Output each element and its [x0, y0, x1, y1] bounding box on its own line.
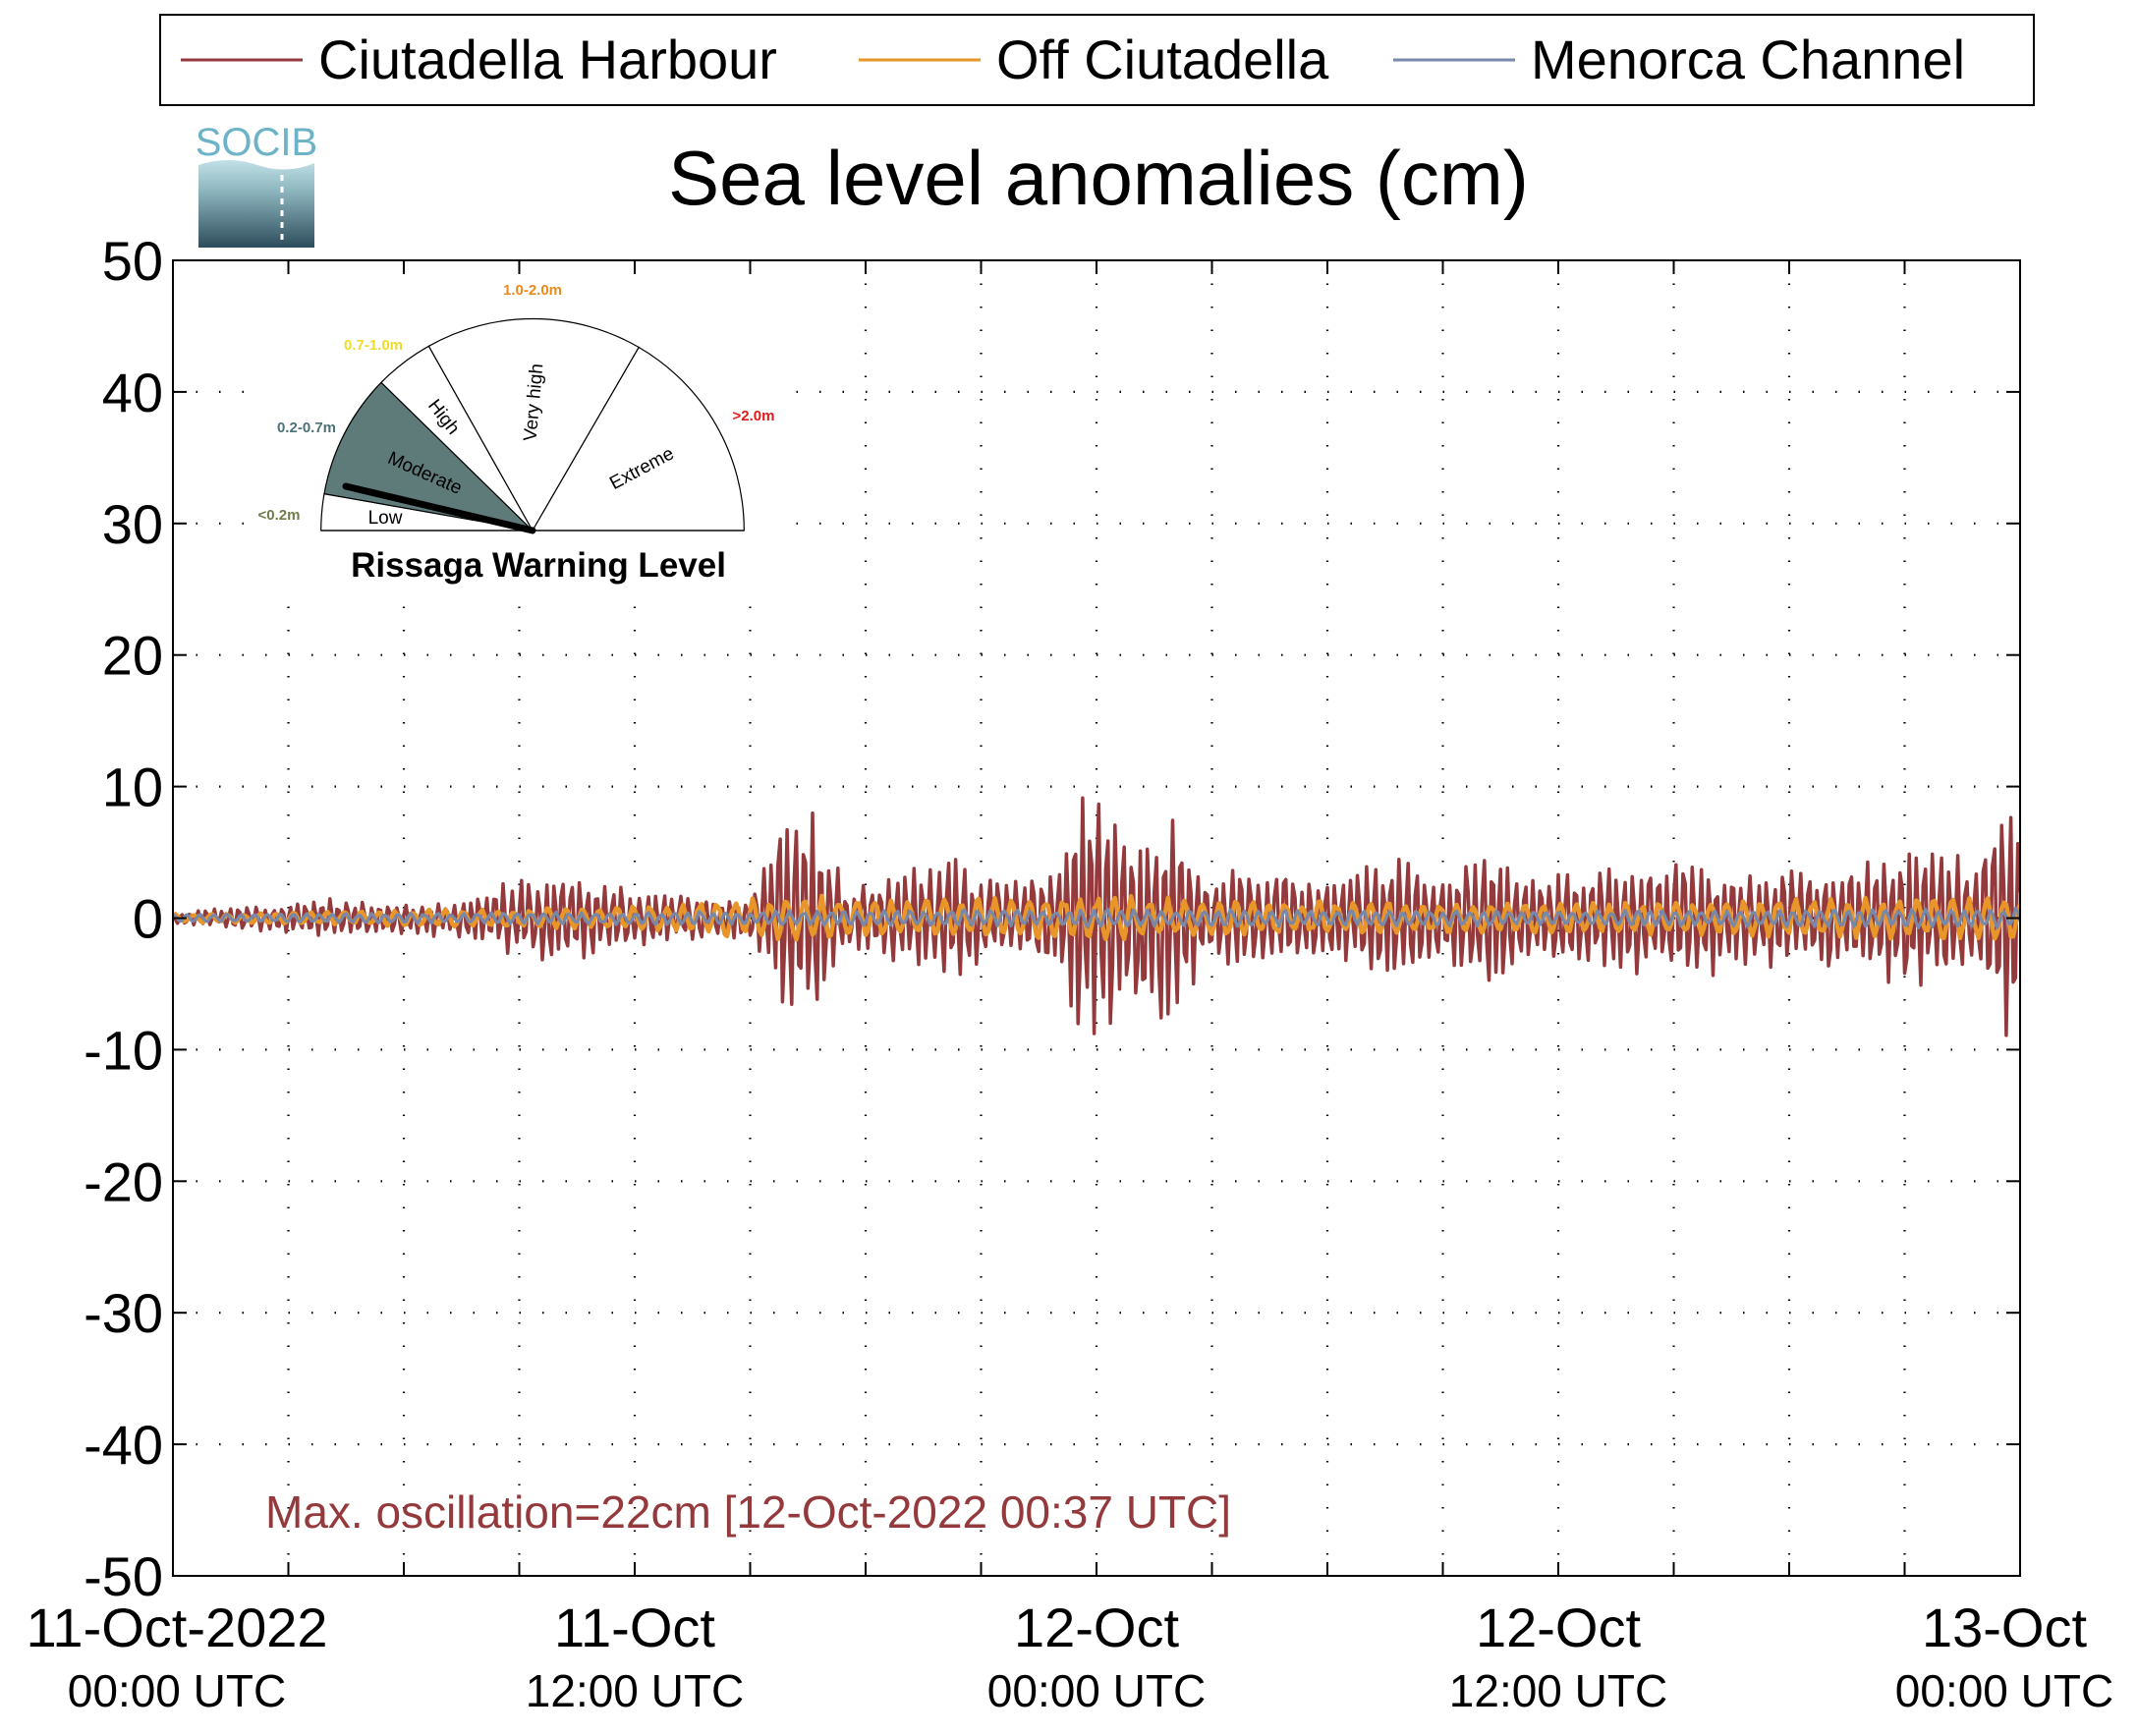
legend-box [159, 14, 2035, 106]
y-tick-label: 20 [102, 625, 163, 687]
x-tick-label-time: 00:00 UTC [987, 1665, 1206, 1716]
gauge-range-extreme: >2.0m [733, 408, 775, 424]
y-tick-label: -40 [84, 1414, 163, 1476]
series-line-off-ciutadella [173, 893, 2020, 942]
gauge-sector-very-high [427, 317, 641, 532]
gauge-needle [342, 482, 536, 534]
series-line-menorca-channel [173, 906, 2020, 930]
x-tick-label-date: 12-Oct [1014, 1596, 1179, 1658]
logo-wave-block [198, 159, 314, 248]
x-tick-labels: 11-Oct-2022 00:00 UTC 11-Oct 12:00 UTC 12-Oc… [26, 1596, 2113, 1716]
gauge-range-very-high: 1.0-2.0m [503, 282, 562, 299]
gauge-range-moderate: 0.2-0.7m [277, 420, 336, 436]
max-oscillation-annotation: Max. oscillation=22cm [12-Oct-2022 00:37… [265, 1486, 1231, 1538]
y-tick-label: -20 [84, 1150, 163, 1212]
axis-ticks [172, 259, 2021, 1577]
x-tick-label-date: 11-Oct-2022 [26, 1596, 327, 1658]
logo-wave-crest [198, 159, 314, 170]
x-tick-label-time: 12:00 UTC [1449, 1665, 1667, 1716]
logo-text: SOCIB [196, 121, 317, 164]
x-tick-label-time: 00:00 UTC [1895, 1665, 2113, 1716]
x-tick-label-time: 12:00 UTC [526, 1665, 744, 1716]
series-layer [173, 796, 2020, 1037]
legend: Ciutadella Harbour Off Ciutadella Menorc… [159, 14, 2035, 106]
legend-label-ciutadella-harbour: Ciutadella Harbour [318, 28, 777, 90]
gauge-sector-extreme [531, 346, 745, 532]
x-tick-label-time: 00:00 UTC [68, 1665, 286, 1716]
gauge-range-high: 0.7-1.0m [344, 337, 403, 354]
gauge-title: Rissaga Warning Level [351, 546, 726, 585]
y-tick-label: -10 [84, 1019, 163, 1081]
rissaga-gauge: Low Moderate High Very high Extreme <0.2… [246, 275, 796, 599]
chart-title: Sea level anomalies (cm) [668, 135, 1529, 221]
x-tick-label-date: 12-Oct [1476, 1596, 1641, 1658]
x-tick-label-date: 13-Oct [1922, 1596, 2087, 1658]
y-tick-label: 50 [102, 230, 163, 292]
y-tick-label: 40 [102, 362, 163, 423]
y-tick-label: -50 [84, 1545, 163, 1607]
y-tick-label: -30 [84, 1282, 163, 1344]
x-tick-label-date: 11-Oct [554, 1596, 715, 1658]
gauge-range-low: <0.2m [258, 507, 301, 524]
y-tick-label: 0 [133, 888, 163, 950]
y-tick-label: 10 [102, 756, 163, 818]
legend-label-off-ciutadella: Off Ciutadella [996, 28, 1329, 90]
y-tick-label: 30 [102, 493, 163, 555]
gauge-label-low: Low [368, 508, 403, 529]
socib-logo: SOCIB [196, 121, 317, 248]
y-tick-labels: 50 40 30 20 10 0 -10 -20 -30 -40 -50 [84, 230, 163, 1607]
legend-label-menorca-channel: Menorca Channel [1531, 28, 1965, 90]
